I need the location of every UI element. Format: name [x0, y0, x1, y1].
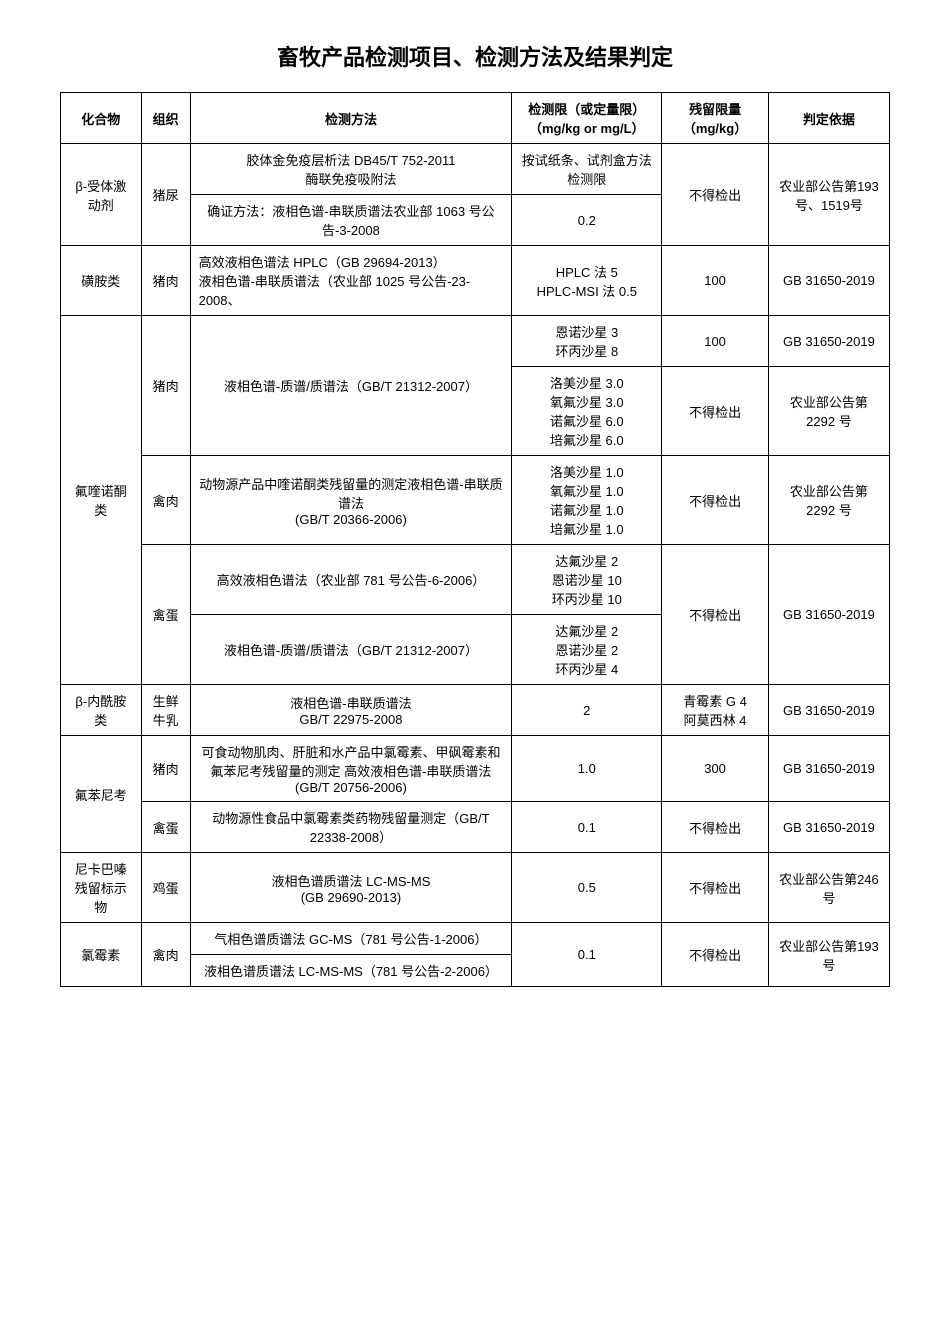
cell-residue: 不得检出	[662, 456, 769, 545]
cell-limit: HPLC 法 5HPLC-MSI 法 0.5	[512, 246, 662, 316]
cell-residue: 青霉素 G 4阿莫西林 4	[662, 685, 769, 736]
cell-method: 高效液相色谱法（农业部 781 号公告-6-2006）	[190, 545, 512, 615]
cell-limit: 达氟沙星 2恩诺沙星 10环丙沙星 10	[512, 545, 662, 615]
cell-method: 确证方法：液相色谱-串联质谱法农业部 1063 号公告-3-2008	[190, 195, 512, 246]
cell-basis: GB 31650-2019	[768, 685, 889, 736]
table-row: 禽蛋 动物源性食品中氯霉素类药物残留量测定（GB/T 22338-2008） 0…	[61, 802, 890, 853]
table-row: β-受体激动剂 猪尿 胶体金免疫层析法 DB45/T 752-2011酶联免疫吸…	[61, 144, 890, 195]
cell-residue: 不得检出	[662, 144, 769, 246]
cell-limit: 按试纸条、试剂盒方法检测限	[512, 144, 662, 195]
table-row: 禽肉 动物源产品中喹诺酮类残留量的测定液相色谱-串联质谱法(GB/T 20366…	[61, 456, 890, 545]
cell-compound: 氯霉素	[61, 923, 142, 987]
table-row: 禽蛋 高效液相色谱法（农业部 781 号公告-6-2006） 达氟沙星 2恩诺沙…	[61, 545, 890, 615]
cell-compound: 磺胺类	[61, 246, 142, 316]
cell-tissue: 猪肉	[141, 736, 190, 802]
cell-residue: 100	[662, 316, 769, 367]
table-row: β-内酰胺类 生鲜牛乳 液相色谱-串联质谱法GB/T 22975-2008 2 …	[61, 685, 890, 736]
cell-basis: GB 31650-2019	[768, 802, 889, 853]
cell-method: 液相色谱质谱法 LC-MS-MS(GB 29690-2013)	[190, 853, 512, 923]
cell-basis: GB 31650-2019	[768, 316, 889, 367]
cell-tissue: 禽肉	[141, 456, 190, 545]
cell-method: 动物源性食品中氯霉素类药物残留量测定（GB/T 22338-2008）	[190, 802, 512, 853]
cell-basis: 农业部公告第193 号、1519号	[768, 144, 889, 246]
cell-method: 液相色谱-串联质谱法GB/T 22975-2008	[190, 685, 512, 736]
cell-method: 液相色谱质谱法 LC-MS-MS（781 号公告-2-2006）	[190, 955, 512, 987]
cell-basis: 农业部公告第2292 号	[768, 456, 889, 545]
cell-method: 液相色谱-质谱/质谱法（GB/T 21312-2007）	[190, 615, 512, 685]
header-basis: 判定依据	[768, 93, 889, 144]
cell-limit: 洛美沙星 3.0氧氟沙星 3.0诺氟沙星 6.0培氟沙星 6.0	[512, 367, 662, 456]
header-row: 化合物 组织 检测方法 检测限（或定量限）（mg/kg or mg/L） 残留限…	[61, 93, 890, 144]
cell-tissue: 猪尿	[141, 144, 190, 246]
table-row: 氟喹诺酮类 猪肉 液相色谱-质谱/质谱法（GB/T 21312-2007） 恩诺…	[61, 316, 890, 367]
detection-table: 化合物 组织 检测方法 检测限（或定量限）（mg/kg or mg/L） 残留限…	[60, 92, 890, 987]
cell-basis: 农业部公告第193 号	[768, 923, 889, 987]
header-residue: 残留限量（mg/kg）	[662, 93, 769, 144]
header-tissue: 组织	[141, 93, 190, 144]
header-method: 检测方法	[190, 93, 512, 144]
cell-tissue: 猪肉	[141, 246, 190, 316]
cell-compound: β-受体激动剂	[61, 144, 142, 246]
header-limit: 检测限（或定量限）（mg/kg or mg/L）	[512, 93, 662, 144]
cell-limit: 洛美沙星 1.0氧氟沙星 1.0诺氟沙星 1.0培氟沙星 1.0	[512, 456, 662, 545]
cell-basis: 农业部公告第246 号	[768, 853, 889, 923]
cell-limit: 恩诺沙星 3环丙沙星 8	[512, 316, 662, 367]
cell-compound: β-内酰胺类	[61, 685, 142, 736]
page-title: 畜牧产品检测项目、检测方法及结果判定	[60, 40, 890, 72]
cell-tissue: 生鲜牛乳	[141, 685, 190, 736]
cell-tissue: 禽肉	[141, 923, 190, 987]
cell-tissue: 猪肉	[141, 316, 190, 456]
cell-residue: 不得检出	[662, 367, 769, 456]
cell-limit: 1.0	[512, 736, 662, 802]
cell-limit: 2	[512, 685, 662, 736]
table-row: 尼卡巴嗪残留标示物 鸡蛋 液相色谱质谱法 LC-MS-MS(GB 29690-2…	[61, 853, 890, 923]
cell-method: 气相色谱质谱法 GC-MS（781 号公告-1-2006）	[190, 923, 512, 955]
cell-residue: 不得检出	[662, 853, 769, 923]
cell-tissue: 禽蛋	[141, 545, 190, 685]
cell-limit: 达氟沙星 2恩诺沙星 2环丙沙星 4	[512, 615, 662, 685]
cell-tissue: 鸡蛋	[141, 853, 190, 923]
cell-limit: 0.1	[512, 923, 662, 987]
cell-method: 液相色谱-质谱/质谱法（GB/T 21312-2007）	[190, 316, 512, 456]
cell-limit: 0.2	[512, 195, 662, 246]
cell-compound: 氟喹诺酮类	[61, 316, 142, 685]
cell-residue: 不得检出	[662, 802, 769, 853]
table-row: 氯霉素 禽肉 气相色谱质谱法 GC-MS（781 号公告-1-2006） 0.1…	[61, 923, 890, 955]
table-row: 磺胺类 猪肉 高效液相色谱法 HPLC（GB 29694-2013）液相色谱-串…	[61, 246, 890, 316]
cell-residue: 100	[662, 246, 769, 316]
table-row: 氟苯尼考 猪肉 可食动物肌肉、肝脏和水产品中氯霉素、甲砜霉素和氟苯尼考残留量的测…	[61, 736, 890, 802]
cell-residue: 不得检出	[662, 923, 769, 987]
cell-residue: 300	[662, 736, 769, 802]
cell-limit: 0.5	[512, 853, 662, 923]
header-compound: 化合物	[61, 93, 142, 144]
cell-basis: 农业部公告第2292 号	[768, 367, 889, 456]
cell-limit: 0.1	[512, 802, 662, 853]
cell-compound: 尼卡巴嗪残留标示物	[61, 853, 142, 923]
cell-basis: GB 31650-2019	[768, 246, 889, 316]
cell-residue: 不得检出	[662, 545, 769, 685]
cell-method: 可食动物肌肉、肝脏和水产品中氯霉素、甲砜霉素和氟苯尼考残留量的测定 高效液相色谱…	[190, 736, 512, 802]
cell-method: 胶体金免疫层析法 DB45/T 752-2011酶联免疫吸附法	[190, 144, 512, 195]
cell-basis: GB 31650-2019	[768, 545, 889, 685]
cell-method: 高效液相色谱法 HPLC（GB 29694-2013）液相色谱-串联质谱法（农业…	[190, 246, 512, 316]
cell-compound: 氟苯尼考	[61, 736, 142, 853]
cell-basis: GB 31650-2019	[768, 736, 889, 802]
cell-method: 动物源产品中喹诺酮类残留量的测定液相色谱-串联质谱法(GB/T 20366-20…	[190, 456, 512, 545]
cell-tissue: 禽蛋	[141, 802, 190, 853]
